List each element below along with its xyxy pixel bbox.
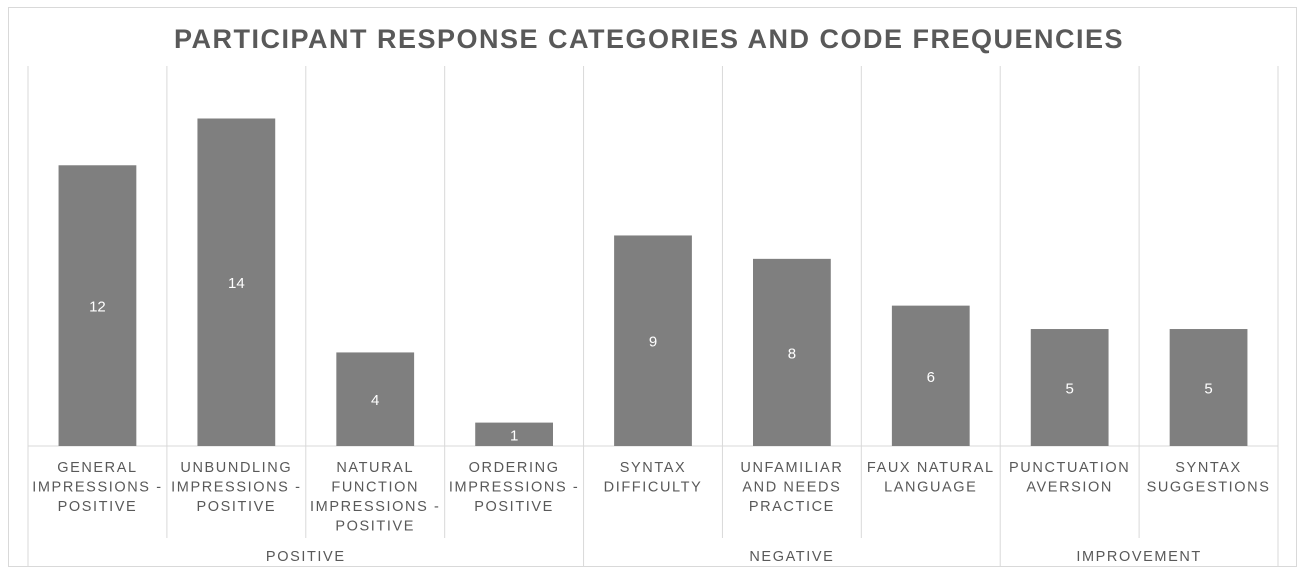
group-label: NEGATIVE — [749, 549, 834, 565]
bar-value-label: 5 — [1065, 381, 1073, 398]
bar-value-label: 12 — [89, 299, 106, 316]
group-label: POSITIVE — [266, 549, 346, 565]
bar — [891, 305, 970, 446]
category-label-line: IMPRESSIONS - — [449, 480, 579, 496]
category-label: PUNCTUATION AVERSION — [1009, 460, 1130, 496]
bar — [614, 235, 692, 446]
bar — [197, 118, 276, 447]
category-label: SYNTAX DIFFICULTY — [604, 460, 703, 496]
category-label: GENERAL IMPRESSIONS - POSITIVE — [32, 460, 162, 515]
category-label-line: UNBUNDLING — [180, 460, 292, 476]
category-label-line: NATURAL — [336, 460, 414, 476]
category-label-line: IMPRESSIONS - — [310, 499, 440, 515]
category-label-line: IMPRESSIONS - — [32, 480, 162, 496]
bar-value-label: 1 — [510, 427, 518, 444]
bar-value-label: 5 — [1204, 381, 1212, 398]
category-label-line: AVERSION — [1026, 480, 1113, 496]
category-label-line: POSITIVE — [474, 499, 554, 515]
category-label-line: PRACTICE — [749, 499, 835, 515]
bar — [475, 422, 553, 446]
category-label-line: POSITIVE — [196, 499, 276, 515]
category-label: UNBUNDLING IMPRESSIONS - POSITIVE — [171, 460, 301, 515]
category-label-line: PUNCTUATION — [1009, 460, 1130, 476]
category-label: NATURAL FUNCTION IMPRESSIONS - POSITIVE — [310, 460, 440, 535]
bar-value-label: 14 — [228, 275, 245, 292]
chart-title: PARTICIPANT RESPONSE CATEGORIES AND CODE… — [174, 24, 1124, 54]
category-label: SYNTAX SUGGESTIONS — [1147, 460, 1271, 496]
category-label-line: SYNTAX — [1175, 460, 1242, 476]
category-label-line: IMPRESSIONS - — [171, 480, 301, 496]
bar-value-label: 6 — [927, 369, 935, 386]
category-label-line: UNFAMILIAR — [740, 460, 843, 476]
category-label-line: SUGGESTIONS — [1147, 480, 1271, 496]
category-label: FAUX NATURAL LANGUAGE — [867, 460, 995, 496]
bar — [753, 258, 831, 446]
category-label-line: SYNTAX — [620, 460, 687, 476]
category-label-line: LANGUAGE — [884, 480, 977, 496]
category-label-line: FAUX NATURAL — [867, 460, 995, 476]
bar — [336, 352, 415, 446]
category-label-line: ORDERING — [469, 460, 560, 476]
bar-value-label: 8 — [788, 345, 796, 362]
category-label-line: AND NEEDS — [742, 480, 841, 496]
category-label-line: FUNCTION — [331, 480, 419, 496]
category-label: ORDERING IMPRESSIONS - POSITIVE — [449, 460, 579, 515]
category-label-line: GENERAL — [57, 460, 138, 476]
category-label-line: POSITIVE — [335, 519, 415, 535]
group-label: IMPROVEMENT — [1076, 549, 1202, 565]
bar-value-label: 9 — [649, 334, 657, 351]
category-label: UNFAMILIAR AND NEEDS PRACTICE — [740, 460, 843, 515]
bar-value-label: 4 — [371, 392, 379, 409]
category-label-line: DIFFICULTY — [604, 480, 703, 496]
bar — [58, 165, 137, 446]
category-label-line: POSITIVE — [58, 499, 138, 515]
bar — [1030, 329, 1109, 446]
bar — [1169, 329, 1248, 446]
